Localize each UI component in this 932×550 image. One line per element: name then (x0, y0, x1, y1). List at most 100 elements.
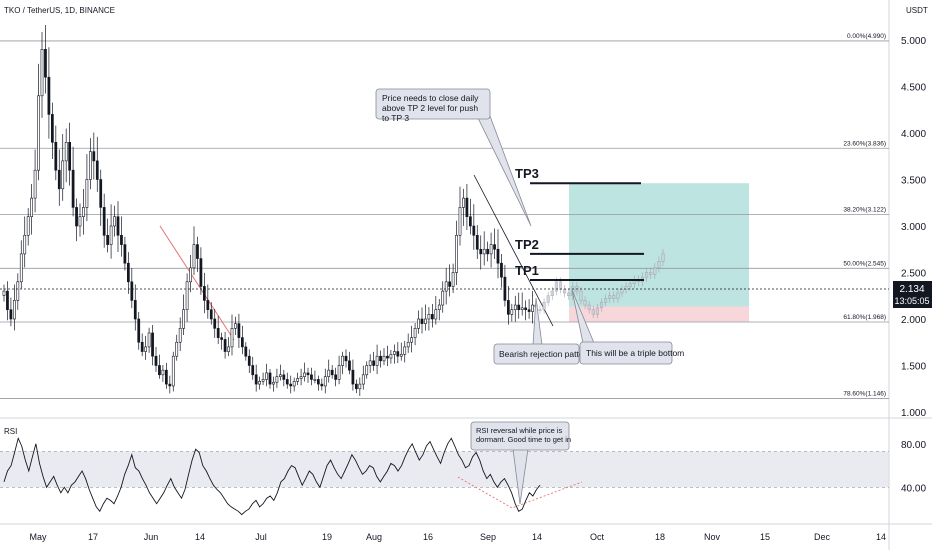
x-tick-4: Jul (255, 532, 267, 542)
trendline-june (159, 225, 235, 341)
x-tick-14: Dec (814, 532, 831, 542)
x-tick-13: 15 (760, 532, 770, 542)
candle-body-103 (358, 383, 362, 390)
note-bearish-rejection-text: Bearish rejection pattern (499, 349, 591, 359)
candle-body-144 (500, 262, 503, 278)
take-profit-levels[interactable]: TP3 TP2 TP1 (515, 166, 644, 281)
countdown-timer: 13:05:05 (894, 296, 929, 306)
candle-body-99 (344, 355, 348, 362)
projection-body-28 (653, 267, 657, 275)
projection-body-20 (620, 288, 624, 294)
candle-body-52 (182, 309, 186, 329)
x-tick-6: Aug (366, 532, 382, 542)
candle-body-76 (265, 372, 268, 380)
projection-body-21 (624, 286, 628, 290)
candle-body-152 (527, 309, 531, 312)
candle-body-150 (520, 307, 524, 310)
candle-body-42 (147, 332, 151, 348)
rsi-line (3, 436, 541, 516)
candle-body-88 (306, 372, 310, 376)
target-label-tp2: TP2 (515, 237, 539, 252)
candle-body-0 (2, 290, 6, 296)
note-tp2-line1: Price needs to close daily above TP 2 lev… (382, 93, 479, 123)
projection-body-13 (591, 309, 595, 315)
candle-body-9 (33, 169, 37, 199)
note-tp2-condition[interactable]: Price needs to close daily above TP 2 lev… (375, 88, 532, 227)
projection-body-2 (546, 295, 550, 303)
x-tick-7: 16 (423, 532, 433, 542)
projection-body-29 (657, 261, 661, 269)
candle-body-100 (348, 360, 351, 371)
x-tick-8: Sep (480, 532, 496, 542)
rsi-pane[interactable]: 80.00 40.00 (0, 436, 926, 516)
candle-body-31 (109, 225, 113, 245)
candle-body-89 (310, 374, 313, 380)
candle-body-11 (40, 48, 44, 97)
candle-body-60 (209, 309, 213, 320)
candle-body-55 (192, 244, 196, 269)
candle-body-8 (30, 197, 34, 218)
note-triple-bottom[interactable]: This will be a triple bottom (571, 289, 684, 365)
x-tick-15: 14 (876, 532, 886, 542)
candle-body-83 (289, 383, 293, 387)
candle-body-146 (506, 300, 510, 315)
candle-body-16 (57, 169, 61, 190)
projection-body-19 (616, 292, 620, 299)
x-tick-5: 19 (322, 532, 332, 542)
candle-body-67 (234, 323, 237, 329)
y-tick-7: 1.500 (901, 362, 926, 373)
candle-body-47 (164, 369, 168, 385)
candle-body-44 (154, 355, 158, 366)
note-bearish-rejection[interactable]: Bearish rejection pattern (493, 297, 591, 365)
trade-zones (569, 183, 749, 322)
fib-label-5: 78.60%(1.146) (843, 390, 886, 397)
rsi-divergence-line (457, 476, 583, 509)
time-axis[interactable]: May 17 Jun 14 Jul 19 Aug 16 Sep 14 Oct 18 Nov 15 Dec 14 (29, 532, 886, 542)
candle-body-120 (417, 318, 420, 329)
candle-body-13 (47, 76, 51, 115)
fib-label-4: 61.80%(1.968) (843, 314, 886, 321)
candle-body-18 (64, 142, 68, 162)
candle-body-71 (247, 355, 251, 366)
note-rsi-reversal-text: RSI reversal while price is dormant. Good… (476, 426, 571, 444)
candle-body-97 (337, 365, 341, 380)
price-axis[interactable]: 5.000 4.500 4.000 3.500 3.000 2.500 2.000 1.500… (901, 36, 926, 419)
fib-label-2: 38.20%(3.122) (843, 207, 886, 214)
fib-retracement[interactable]: 0.00%(4.990) 23.60%(3.836) 38.20%(3.122) 50… (0, 33, 889, 399)
candle-body-7 (26, 216, 30, 236)
candle-body-80 (278, 374, 282, 377)
x-tick-11: 18 (655, 532, 665, 542)
current-price-badge (893, 281, 932, 308)
candle-body-56 (196, 244, 199, 259)
candle-body-43 (151, 332, 154, 357)
candle-body-137 (475, 235, 479, 250)
note-rsi-reversal[interactable]: RSI reversal while price is dormant. Good… (470, 421, 571, 505)
candle-body-106 (368, 360, 372, 366)
candle-body-62 (216, 327, 220, 338)
candle-body-132 (458, 207, 462, 236)
candle-body-15 (54, 142, 58, 171)
candle-body-64 (223, 339, 227, 352)
trendlines[interactable] (159, 174, 554, 341)
candle-body-109 (379, 355, 382, 362)
trendline-aug (473, 174, 554, 327)
target-label-tp1: TP1 (515, 263, 539, 278)
candle-body-54 (189, 267, 192, 283)
candle-body-138 (479, 248, 483, 255)
candle-body-50 (175, 341, 179, 357)
candles (2, 25, 538, 396)
candle-body-75 (261, 379, 265, 382)
candle-body-6 (23, 235, 27, 255)
candle-body-73 (254, 374, 258, 385)
x-tick-3: 14 (195, 532, 205, 542)
candle-body-22 (78, 216, 82, 227)
candle-body-85 (296, 378, 300, 382)
candle-body-140 (486, 248, 490, 255)
candle-body-115 (399, 354, 403, 357)
candle-body-24 (85, 179, 89, 208)
projection-body-3 (550, 290, 554, 297)
currency-label[interactable]: USDT (906, 6, 928, 15)
candle-body-33 (116, 216, 120, 236)
candle-body-19 (68, 142, 72, 171)
